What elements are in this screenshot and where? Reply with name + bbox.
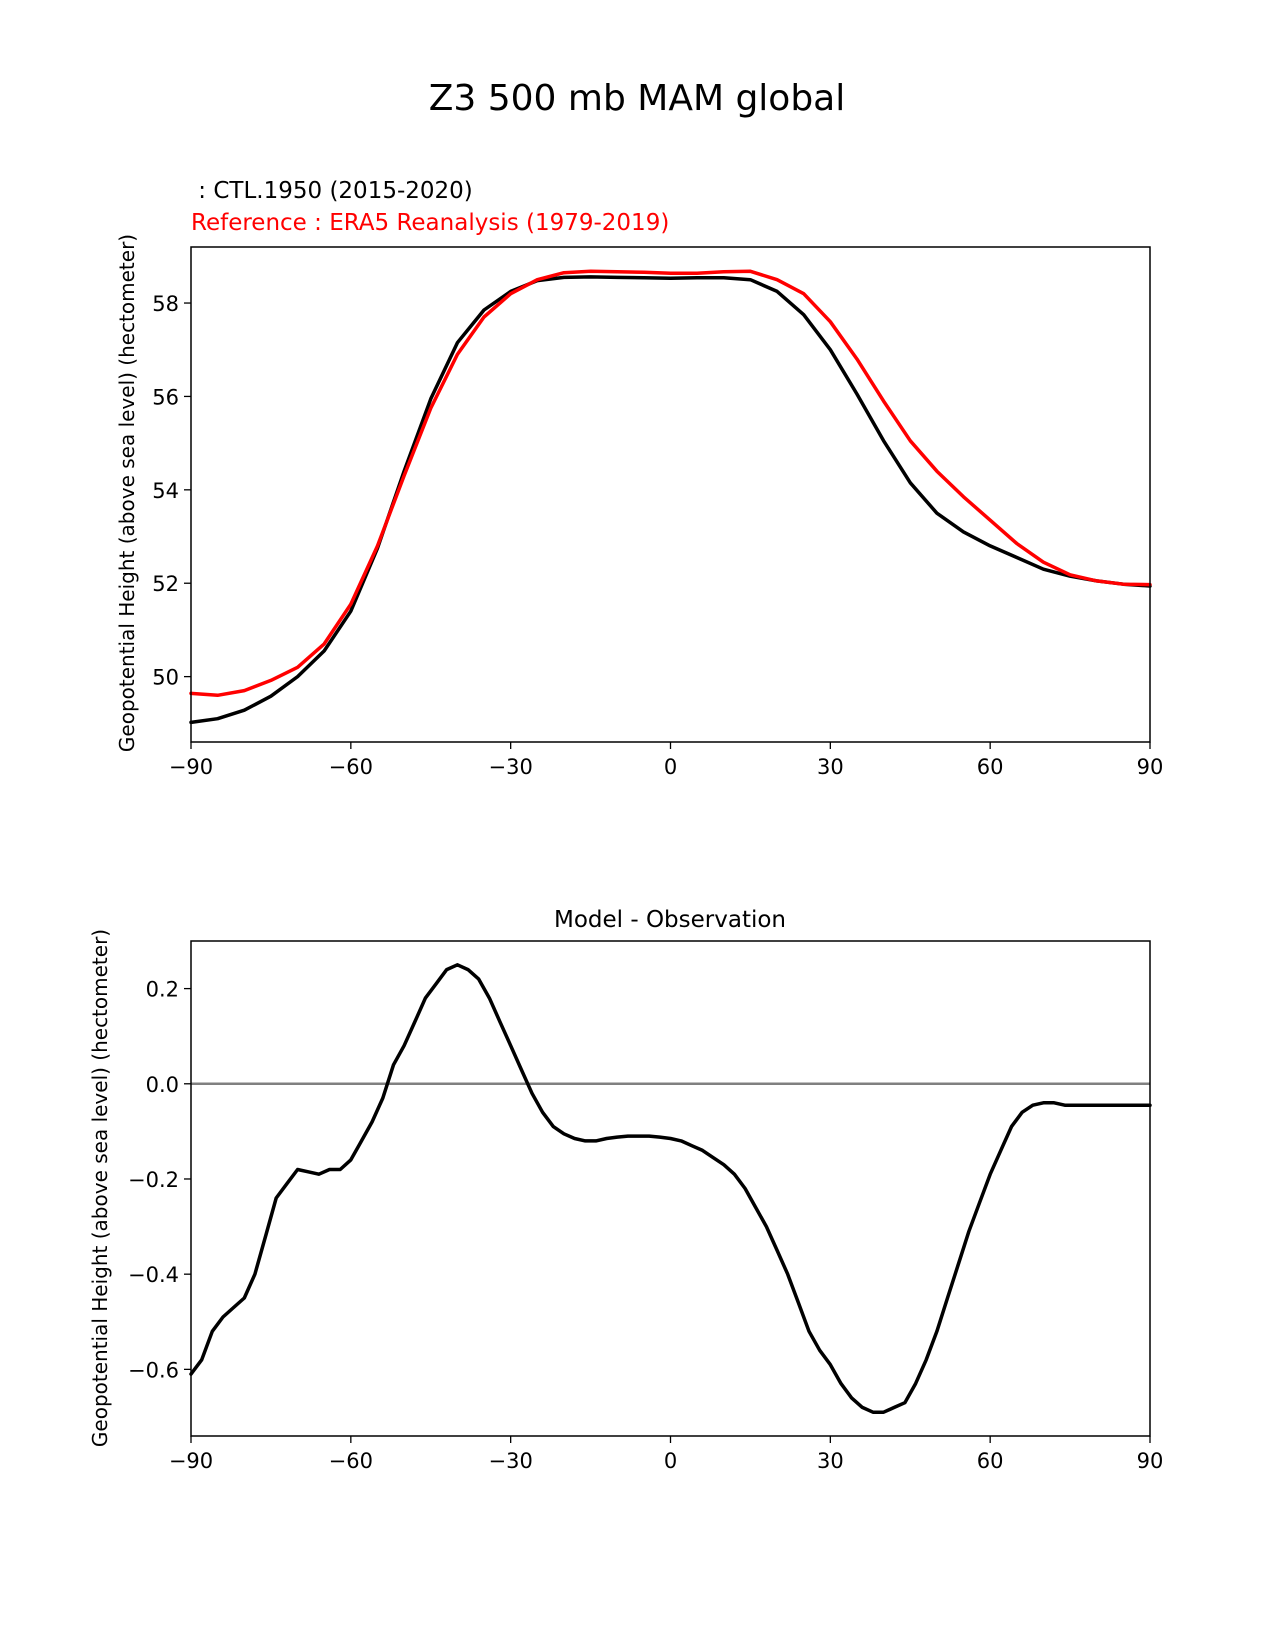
top-x-tick-label: −30 (489, 755, 533, 779)
top-y-tick-label: 50 (152, 666, 179, 690)
bottom-x-tick-label: −90 (169, 1449, 213, 1473)
difference-line (189, 963, 1152, 1414)
figure-suptitle: Z3 500 mb MAM global (429, 78, 846, 119)
bottom-plot-frame (190, 940, 1151, 1437)
bottom-x-tick-label: 90 (1137, 1449, 1164, 1473)
top-x-tick-label: 0 (664, 755, 677, 779)
reference-title: Reference : ERA5 Reanalysis (1979-2019) (191, 210, 669, 236)
bottom-x-tick-label: −30 (489, 1449, 533, 1473)
top-x-tick-label: −90 (169, 755, 213, 779)
top-y-tick-label: 56 (152, 385, 179, 409)
top-x-tick-label: 30 (817, 755, 844, 779)
top-line-chart: : CTL.1950 (2015-2020) Reference : ERA5 … (115, 178, 1163, 779)
bottom-x-tick-label: 0 (664, 1449, 677, 1473)
difference-title: Model - Observation (554, 907, 786, 933)
bottom-y-tick-label: −0.6 (128, 1358, 179, 1382)
bottom-y-tick-label: −0.2 (128, 1168, 179, 1192)
top-y-axis-label: Geopotential Height (above sea level) (h… (115, 234, 139, 752)
reference-line (189, 269, 1152, 698)
model-line (189, 275, 1152, 725)
test-case-title: : CTL.1950 (2015-2020) (191, 178, 473, 204)
bottom-y-axis-label: Geopotential Height (above sea level) (h… (88, 929, 112, 1447)
bottom-x-tick-label: −60 (329, 1449, 373, 1473)
top-y-tick-label: 54 (152, 479, 179, 503)
bottom-x-tick-label: 60 (977, 1449, 1004, 1473)
bottom-line-chart: Model - Observation Geopotential Height … (88, 907, 1163, 1473)
bottom-y-tick-label: 0.2 (146, 978, 179, 1002)
bottom-y-tick-label: 0.0 (146, 1073, 179, 1097)
top-y-tick-label: 58 (152, 292, 179, 316)
bottom-x-tick-label: 30 (817, 1449, 844, 1473)
top-x-tick-label: 90 (1137, 755, 1164, 779)
top-x-tick-label: 60 (977, 755, 1004, 779)
bottom-y-tick-label: −0.4 (128, 1263, 179, 1287)
top-y-tick-label: 52 (152, 572, 179, 596)
top-plot-frame (190, 246, 1151, 743)
top-x-tick-label: −60 (329, 755, 373, 779)
